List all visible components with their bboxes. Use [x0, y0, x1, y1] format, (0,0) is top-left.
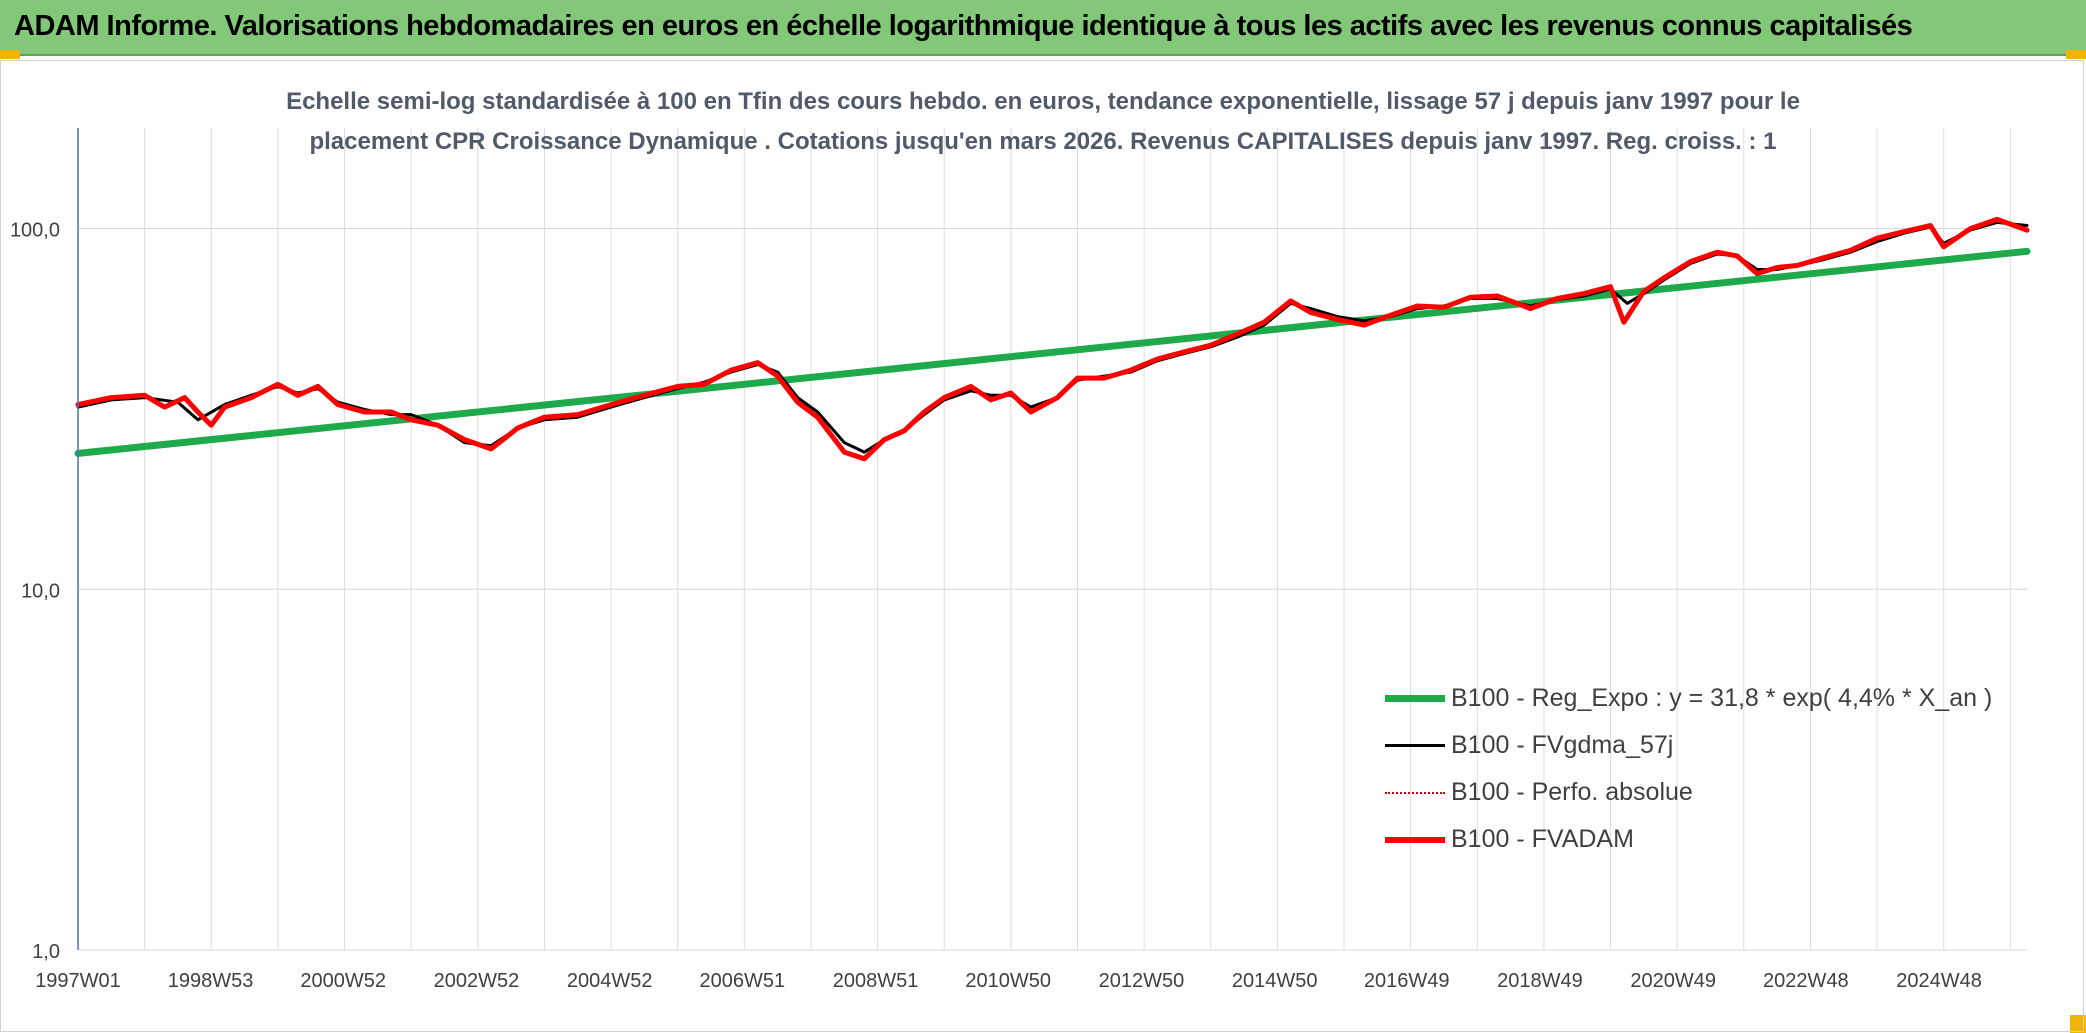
x-tick-label: 2002W52	[434, 970, 520, 992]
legend-swatch	[1385, 695, 1445, 702]
legend-label: B100 - Reg_Expo : y = 31,8 * exp( 4,4% *…	[1451, 684, 1993, 712]
x-tick-label: 2000W52	[300, 970, 386, 992]
x-tick-label: 2004W52	[567, 970, 653, 992]
x-tick-label: 1998W53	[168, 970, 254, 992]
x-tick-label: 1997W01	[35, 970, 121, 992]
legend-swatch	[1385, 792, 1445, 794]
x-tick-label: 2020W49	[1630, 970, 1716, 992]
series-line-reg-expo	[74, 247, 2031, 457]
y-tick-label: 10,0	[21, 580, 60, 602]
legend-swatch	[1385, 837, 1445, 843]
x-tick-label: 2012W50	[1099, 970, 1185, 992]
corner-marker	[2070, 1015, 2086, 1033]
y-tick-label: 1,0	[32, 941, 60, 963]
y-tick-label: 100,0	[10, 220, 60, 242]
report-banner: ADAM Informe. Valorisations hebdomadaire…	[0, 0, 2086, 56]
corner-marker	[2066, 50, 2086, 59]
x-tick-label: 2024W48	[1896, 970, 1982, 992]
x-tick-label: 2016W49	[1364, 970, 1450, 992]
legend-label: B100 - FVgdma_57j	[1451, 731, 1674, 759]
report-title: ADAM Informe. Valorisations hebdomadaire…	[14, 10, 1913, 42]
corner-marker	[0, 50, 20, 59]
chart-title-line2: placement CPR Croissance Dynamique . Cot…	[309, 128, 1777, 155]
legend-label: B100 - FVADAM	[1451, 825, 1634, 853]
x-tick-label: 2018W49	[1497, 970, 1583, 992]
grid-lines	[78, 128, 2027, 951]
chart-frame	[0, 60, 2084, 1032]
x-tick-label: 2014W50	[1232, 970, 1318, 992]
x-tick-label: 2010W50	[965, 970, 1051, 992]
legend-swatch	[1385, 744, 1445, 747]
series-line-fvadam	[75, 216, 2030, 462]
series-lines	[74, 216, 2031, 462]
x-tick-label: 2006W51	[700, 970, 786, 992]
x-axis-tick-labels: 1997W01 1998W53 2000W52 2002W52 2004W52 2006W…	[35, 970, 1982, 992]
x-tick-label: 2022W48	[1763, 970, 1849, 992]
y-axis-tick-labels: 1,0 10,0 100,0	[10, 220, 60, 963]
legend-label: B100 - Perfo. absolue	[1451, 778, 1693, 806]
chart-title-line1: Echelle semi-log standardisée à 100 en T…	[286, 88, 1800, 115]
x-tick-label: 2008W51	[833, 970, 919, 992]
